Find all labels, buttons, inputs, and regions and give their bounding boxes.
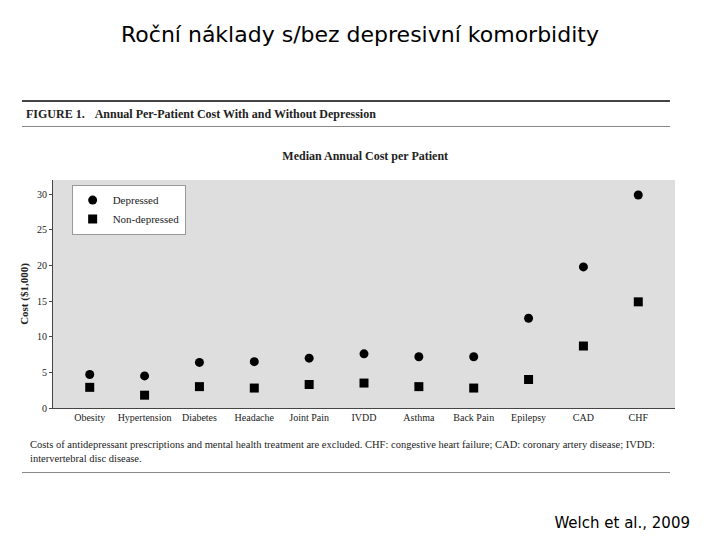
svg-text:Median Annual Cost per Patient: Median Annual Cost per Patient (282, 149, 448, 163)
html-text:Costs of antidepressant prescr: Costs of antidepressant prescriptions an… (30, 439, 655, 464)
html-text:Roční náklady s/bez depresivní: Roční náklady s/bez depresivní komorbidi… (121, 22, 599, 47)
svg-text:15: 15 (37, 296, 47, 307)
svg-text:IVDD: IVDD (352, 412, 377, 423)
svg-text:5: 5 (42, 367, 47, 378)
svg-text:25: 25 (37, 224, 47, 235)
svg-text:Headache: Headache (235, 412, 275, 423)
svg-text:20: 20 (37, 260, 47, 271)
svg-text:CHF: CHF (629, 412, 649, 423)
svg-text:Obesity: Obesity (74, 412, 105, 423)
html-text:FIGURE 1.: FIGURE 1. (26, 107, 85, 121)
svg-text:0: 0 (42, 403, 47, 414)
svg-text:CAD: CAD (573, 412, 594, 423)
svg-text:Epilepsy: Epilepsy (511, 412, 546, 423)
svg-text:Joint Pain: Joint Pain (289, 412, 329, 423)
svg-text:Cost ($1,000): Cost ($1,000) (18, 263, 31, 325)
svg-text:30: 30 (37, 189, 47, 200)
svg-text:Depressed: Depressed (113, 194, 159, 206)
svg-text:10: 10 (37, 331, 47, 342)
html-text:Annual Per-Patient Cost With a: Annual Per-Patient Cost With and Without… (94, 107, 376, 121)
svg-text:Non-depressed: Non-depressed (113, 213, 179, 225)
svg-text:Asthma: Asthma (403, 412, 435, 423)
svg-text:Diabetes: Diabetes (182, 412, 217, 423)
html-text:Welch et al., 2009: Welch et al., 2009 (554, 514, 690, 532)
svg-text:Back Pain: Back Pain (453, 412, 494, 423)
svg-text:Hypertension: Hypertension (118, 412, 172, 423)
